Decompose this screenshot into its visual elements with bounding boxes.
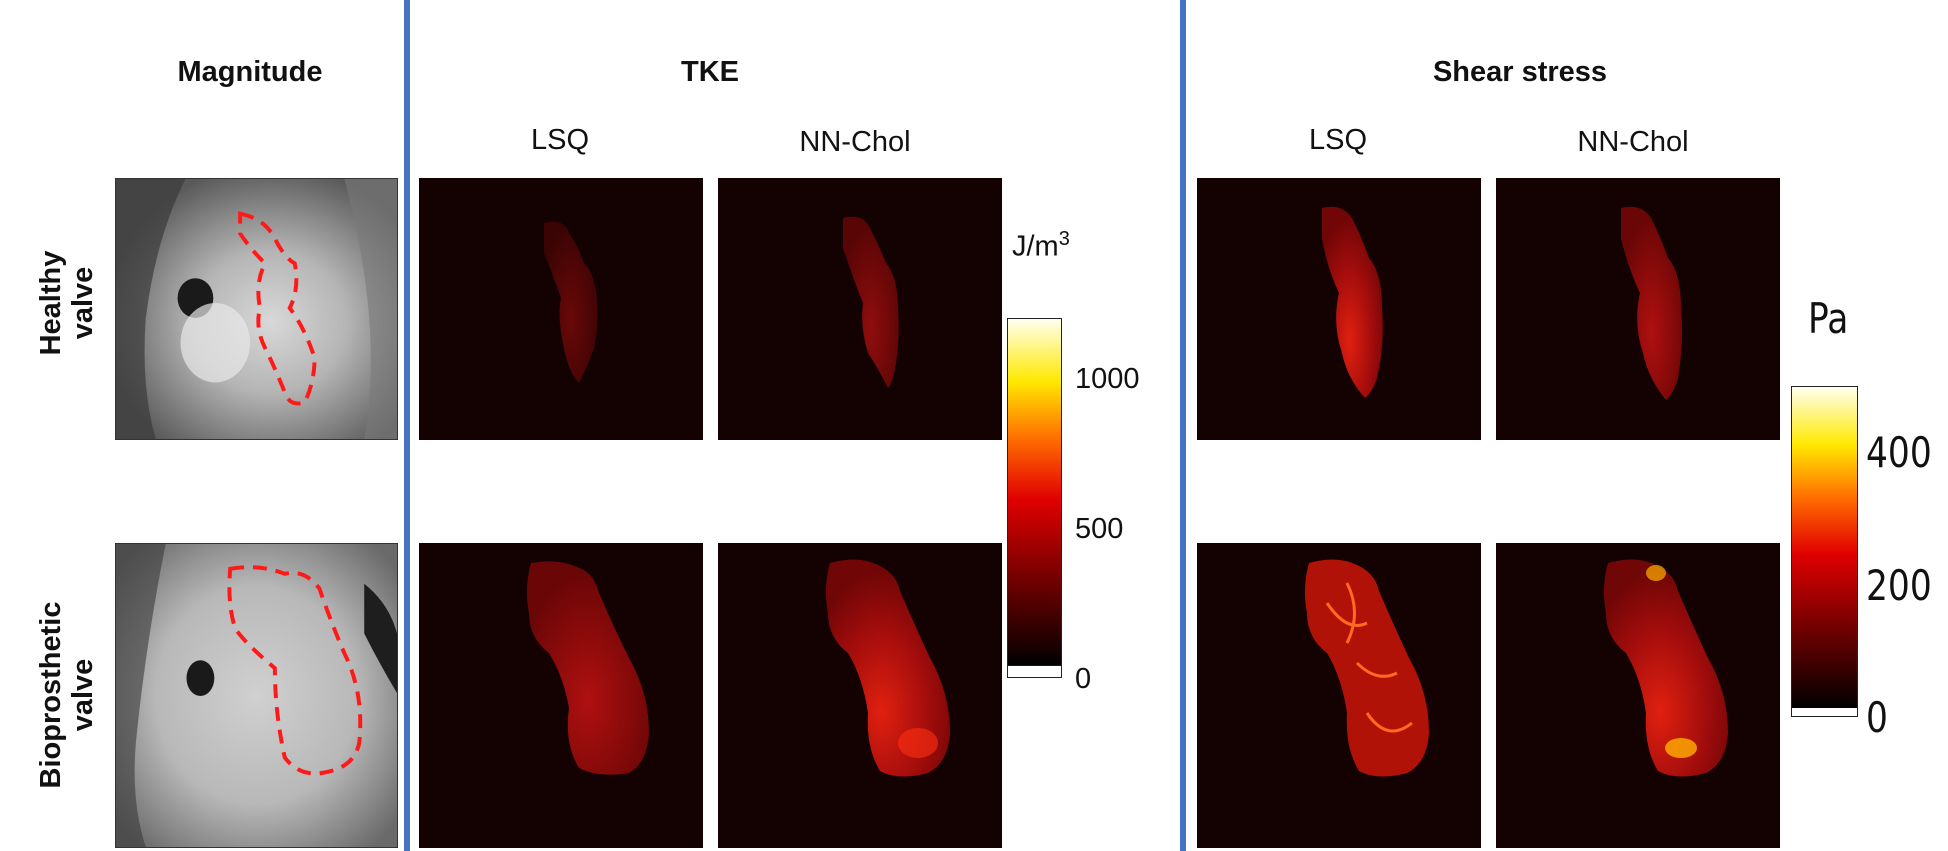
- tke-tick-0: 0: [1075, 663, 1092, 695]
- divider-right: [1180, 0, 1186, 851]
- subheader-shear-nnchol: NN-Chol: [1577, 126, 1689, 158]
- header-magnitude: Magnitude: [177, 56, 323, 88]
- header-shear-stress: Shear stress: [1432, 56, 1608, 88]
- magnitude-image-healthy: [115, 178, 398, 440]
- shear-tick-200: 200: [1866, 561, 1932, 610]
- tke-tick-500: 500: [1075, 513, 1124, 545]
- shear-colorbar: [1791, 386, 1858, 717]
- shear-colorbar-unit: Pa: [1808, 294, 1849, 343]
- shear-tick-400: 400: [1866, 428, 1932, 477]
- shear-tick-0: 0: [1866, 693, 1888, 742]
- row-label-healthy-line1: Healthy: [35, 250, 67, 356]
- shear-nnchol-healthy-map: [1496, 178, 1780, 440]
- subheader-tke-lsq: LSQ: [530, 124, 590, 156]
- tke-nnchol-healthy-map: [718, 178, 1002, 440]
- tke-colorbar: [1007, 318, 1062, 678]
- divider-left: [404, 0, 410, 851]
- shear-lsq-healthy-map: [1197, 178, 1481, 440]
- row-label-healthy-line2: valve: [67, 266, 99, 340]
- row-label-bioprosthetic-line2: valve: [67, 658, 99, 732]
- header-tke: TKE: [681, 56, 739, 88]
- subheader-tke-nnchol: NN-Chol: [799, 126, 911, 158]
- magnitude-image-bioprosthetic: [115, 543, 398, 848]
- shear-lsq-bioprosthetic-map: [1197, 543, 1481, 848]
- subheader-shear-lsq: LSQ: [1308, 124, 1368, 156]
- tke-nnchol-bioprosthetic-map: [718, 543, 1002, 848]
- row-label-healthy: Healthy valve: [35, 223, 105, 383]
- tke-colorbar-unit: J/m3: [1012, 228, 1070, 264]
- tke-lsq-bioprosthetic-map: [419, 543, 703, 848]
- tke-tick-1000: 1000: [1075, 363, 1140, 395]
- tke-unit-sup: 3: [1058, 228, 1070, 250]
- row-label-bioprosthetic: Bioprosthetic valve: [35, 585, 105, 805]
- shear-nnchol-bioprosthetic-map: [1496, 543, 1780, 848]
- tke-lsq-healthy-map: [419, 178, 703, 440]
- tke-unit-text: J/m: [1012, 230, 1059, 263]
- row-label-bioprosthetic-line1: Bioprosthetic: [35, 601, 67, 789]
